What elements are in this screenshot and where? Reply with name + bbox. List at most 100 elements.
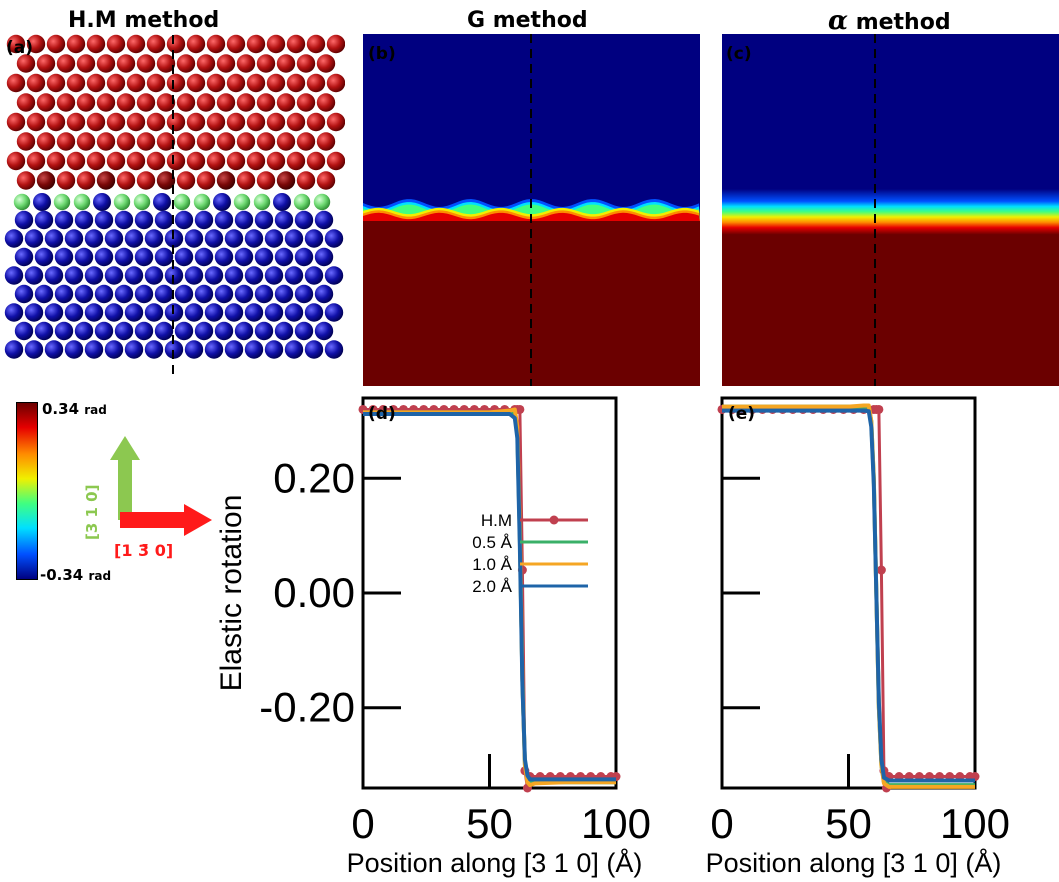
interface-atom xyxy=(13,193,31,211)
data-point xyxy=(904,772,914,782)
data-point xyxy=(596,772,606,782)
blue-atom xyxy=(84,229,104,248)
x-tick-label: 100 xyxy=(581,800,651,847)
red-atom xyxy=(286,34,306,54)
series-line-e-1 xyxy=(722,404,975,788)
red-atom xyxy=(26,34,46,54)
blue-atom xyxy=(14,321,34,341)
red-atom xyxy=(256,171,276,190)
data-point xyxy=(859,404,869,414)
red-atom xyxy=(86,34,106,54)
blue-atom xyxy=(304,229,324,248)
data-point xyxy=(398,404,408,414)
data-point xyxy=(611,772,621,782)
red-atom xyxy=(56,171,76,190)
red-atom xyxy=(116,171,136,190)
panel-label-d: (d) xyxy=(368,404,396,424)
red-atom xyxy=(126,112,146,132)
data-point xyxy=(606,772,616,782)
field-panel-c xyxy=(722,34,1059,386)
blue-atom xyxy=(254,210,274,230)
red-atom xyxy=(56,93,76,112)
interface-atom xyxy=(293,193,311,211)
blue-atom xyxy=(324,266,344,285)
blue-atom xyxy=(174,247,194,267)
blue-atom xyxy=(294,247,314,267)
red-atom xyxy=(236,93,256,112)
x-tick-label: 50 xyxy=(825,800,872,847)
data-point xyxy=(871,404,881,414)
blue-atom xyxy=(284,229,304,248)
red-atom xyxy=(96,132,116,151)
blue-atom xyxy=(124,303,144,322)
data-point xyxy=(884,772,894,782)
horizontal-arrow-head xyxy=(184,504,212,536)
blue-atom xyxy=(24,303,44,322)
red-atom xyxy=(86,151,106,171)
panel-a-title: H.M method xyxy=(68,8,220,33)
panel-b-title: G method xyxy=(467,8,588,33)
data-point xyxy=(555,772,565,782)
blue-atom xyxy=(54,210,74,230)
red-atom xyxy=(166,73,186,93)
colorbar-min-value: -0.34 xyxy=(40,566,84,584)
red-atom xyxy=(136,54,156,73)
red-atom xyxy=(56,132,76,151)
blue-atom xyxy=(104,229,124,248)
red-atom xyxy=(186,112,206,132)
interface-band xyxy=(363,212,700,222)
blue-atom xyxy=(284,303,304,322)
data-point xyxy=(545,772,555,782)
blue-atom xyxy=(34,210,54,230)
series-line-d-1 xyxy=(363,410,616,785)
blue-atom xyxy=(234,321,254,341)
red-atom xyxy=(126,73,146,93)
red-atom xyxy=(206,151,226,171)
series-line-e-3 xyxy=(722,408,975,783)
blue-atom xyxy=(254,321,274,341)
red-atom xyxy=(176,171,196,190)
data-point xyxy=(469,404,479,414)
red-atom xyxy=(326,34,345,54)
blue-atom xyxy=(314,247,334,267)
panel-label-c: (c) xyxy=(726,44,752,64)
blue-atom xyxy=(244,340,264,359)
blue-atom xyxy=(154,321,174,341)
red-atom xyxy=(86,112,106,132)
blue-atom xyxy=(124,340,144,359)
blue-atom xyxy=(104,340,124,359)
legend-marker xyxy=(549,515,559,525)
red-atom xyxy=(256,132,276,151)
horizontal-direction-label: [1 3̄ 0] xyxy=(114,541,173,560)
data-point xyxy=(914,772,924,782)
red-atom xyxy=(176,54,196,73)
x-tick-label: 100 xyxy=(940,800,1010,847)
blue-atom xyxy=(74,247,94,267)
blue-atom xyxy=(214,247,234,267)
data-point xyxy=(818,404,828,414)
red-atom xyxy=(76,54,96,73)
alpha-symbol: α xyxy=(828,6,849,36)
blue-atom xyxy=(134,284,154,304)
atomistic-panel xyxy=(4,34,345,380)
blue-atom xyxy=(184,229,204,248)
blue-atom xyxy=(154,284,174,304)
red-atom xyxy=(306,112,326,132)
data-point xyxy=(535,772,545,782)
red-atom xyxy=(246,112,266,132)
red-atom xyxy=(16,93,36,112)
blue-atom xyxy=(254,284,274,304)
red-atom xyxy=(206,73,226,93)
series-line-e-0 xyxy=(722,407,975,790)
red-atom xyxy=(276,132,296,151)
blue-atom xyxy=(153,193,171,211)
blue-atom xyxy=(114,247,134,267)
red-atom xyxy=(226,73,246,93)
red-atom xyxy=(326,151,345,171)
red-atom xyxy=(106,34,126,54)
vertical-arrow-head xyxy=(110,436,140,460)
blue-atom xyxy=(224,266,244,285)
red-atom xyxy=(316,132,336,151)
data-point xyxy=(849,404,859,414)
blue-atom xyxy=(94,321,114,341)
